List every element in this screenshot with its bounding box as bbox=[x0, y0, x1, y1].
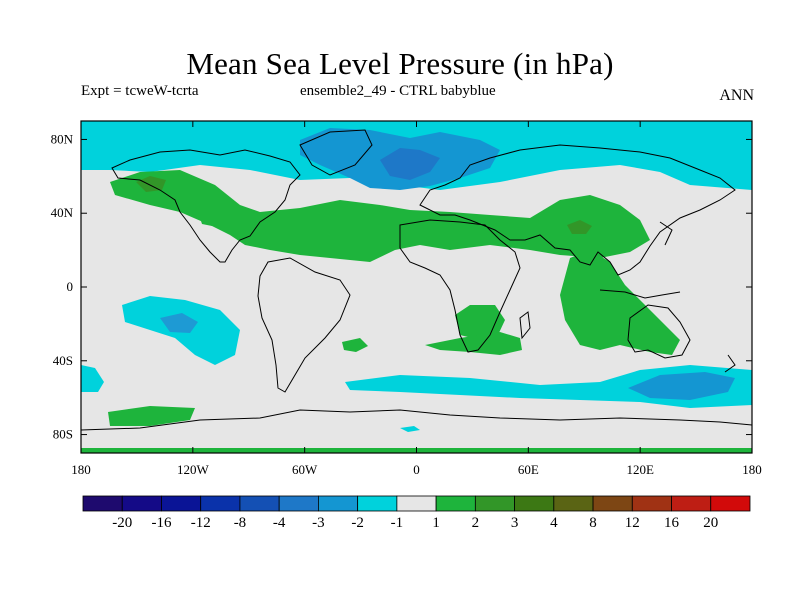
colorbar-label: 8 bbox=[589, 515, 597, 531]
lat-tick-label: 40N bbox=[51, 205, 74, 220]
colorbar-label: -16 bbox=[151, 515, 171, 531]
coastlines bbox=[81, 129, 752, 431]
lat-tick-label: 80N bbox=[51, 131, 74, 146]
colorbar-swatch bbox=[592, 495, 633, 512]
colorbar-label: 2 bbox=[472, 515, 480, 531]
south-atlantic-blob bbox=[342, 338, 368, 352]
map-title: Mean Sea Level Pressure (in hPa) bbox=[186, 46, 614, 81]
season-label: ANN bbox=[719, 87, 754, 104]
colorbar-label: 4 bbox=[550, 515, 558, 531]
colorbar-label: 1 bbox=[432, 515, 440, 531]
north-atlantic-low-core bbox=[380, 148, 440, 180]
latitude-axis: 80N 40N 0 40S 80S bbox=[51, 131, 752, 442]
colorbar-label: -2 bbox=[351, 515, 364, 531]
colorbar-label: 12 bbox=[625, 515, 640, 531]
tibet-high-core bbox=[567, 220, 592, 234]
south-africa-high-region bbox=[425, 332, 522, 355]
lon-tick-label: 180 bbox=[71, 462, 91, 477]
lat-tick-label: 40S bbox=[53, 353, 73, 368]
colorbar-swatch bbox=[161, 495, 202, 512]
colorbar-swatch bbox=[396, 495, 437, 512]
south-atlantic-high-region bbox=[455, 305, 505, 340]
pacific-blob bbox=[200, 214, 220, 226]
longitude-axis: 180 120W 60W 0 60E 120E 180 bbox=[71, 121, 762, 477]
colorbar-swatch bbox=[357, 495, 398, 512]
colorbar-swatch bbox=[710, 495, 751, 512]
new-zealand-coast bbox=[724, 354, 736, 373]
colorbar-label: 3 bbox=[511, 515, 519, 531]
lon-tick-label: 180 bbox=[742, 462, 762, 477]
colorbar-label: 20 bbox=[703, 515, 718, 531]
lon-tick-label: 60W bbox=[292, 462, 318, 477]
colorbar: -20 -16 -12 -8 -4 -3 -2 -1 1 2 3 4 8 12 16 20 bbox=[82, 495, 751, 531]
colorbar-swatch bbox=[631, 495, 672, 512]
colorbar-label: -20 bbox=[112, 515, 132, 531]
ensemble-label: ensemble2_49 - CTRL babyblue bbox=[300, 83, 496, 99]
colorbar-swatch bbox=[474, 495, 515, 512]
antarctica-coast bbox=[81, 409, 752, 431]
experiment-label: Expt = tcweW-tcrta bbox=[81, 83, 199, 99]
indonesia-coast bbox=[599, 289, 681, 299]
lon-tick-label: 120E bbox=[626, 462, 654, 477]
colorbar-label: -1 bbox=[391, 515, 404, 531]
south-pacific-low-core bbox=[160, 313, 198, 333]
colorbar-swatch bbox=[514, 495, 555, 512]
colorbar-label: -3 bbox=[312, 515, 325, 531]
madagascar-coast bbox=[519, 311, 531, 340]
colorbar-swatch bbox=[239, 495, 280, 512]
colorbar-swatch bbox=[200, 495, 241, 512]
antarctic-small-low bbox=[400, 426, 420, 432]
japan-coast bbox=[659, 221, 673, 246]
antarctic-high-region bbox=[108, 406, 195, 426]
colorbar-label: -8 bbox=[234, 515, 247, 531]
lon-tick-label: 120W bbox=[177, 462, 210, 477]
lat-tick-label: 80S bbox=[53, 427, 73, 442]
colorbar-swatch bbox=[435, 495, 476, 512]
south-america-coast bbox=[257, 257, 351, 393]
lon-tick-label: 60E bbox=[518, 462, 539, 477]
colorbar-swatch bbox=[671, 495, 712, 512]
anomaly-shading bbox=[81, 121, 752, 453]
colorbar-label: -4 bbox=[273, 515, 286, 531]
lon-tick-label: 0 bbox=[413, 462, 420, 477]
colorbar-label: 16 bbox=[664, 515, 680, 531]
eurasia-coast bbox=[419, 144, 736, 276]
colorbar-label: -12 bbox=[191, 515, 211, 531]
north-america-coast bbox=[111, 149, 301, 263]
africa-coast bbox=[399, 219, 521, 353]
north-pacific-high-core bbox=[136, 176, 166, 192]
colorbar-swatch bbox=[82, 495, 123, 512]
west-edge-low bbox=[81, 365, 104, 392]
indian-ocean-high-region bbox=[560, 250, 680, 355]
colorbar-swatch bbox=[553, 495, 594, 512]
australia-coast bbox=[627, 304, 691, 359]
south-of-australia-low-core bbox=[628, 372, 735, 400]
colorbar-swatch bbox=[121, 495, 162, 512]
greenland-coast bbox=[299, 129, 373, 176]
colorbar-swatch bbox=[318, 495, 359, 512]
lat-tick-label: 0 bbox=[67, 279, 74, 294]
north-pacific-high-region bbox=[110, 170, 650, 262]
colorbar-swatch bbox=[278, 495, 319, 512]
